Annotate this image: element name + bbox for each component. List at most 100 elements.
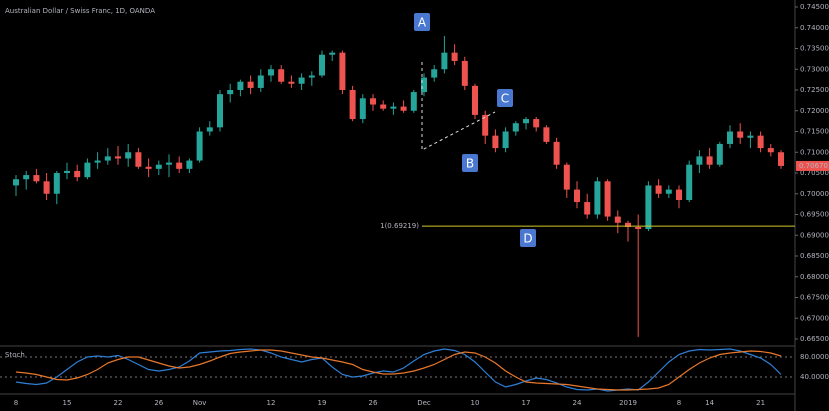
candle-body — [747, 135, 754, 138]
stoch-line — [15, 348, 782, 392]
x-tick-label: 12 — [267, 399, 276, 407]
x-tick-label: 2019 — [619, 399, 637, 407]
candle-body — [390, 106, 397, 109]
candle-body — [441, 52, 448, 70]
candle-body — [492, 135, 499, 149]
candle-body — [655, 185, 662, 194]
candle-body — [125, 152, 132, 159]
y-tick-label: 0.74000 — [800, 24, 829, 32]
annotation-box — [497, 89, 513, 107]
x-tick-label: Nov — [193, 399, 207, 407]
y-tick-label: 0.67000 — [800, 314, 829, 322]
candle-body — [370, 98, 376, 105]
candle-body — [339, 52, 346, 90]
x-tick-label: 17 — [522, 399, 531, 407]
candle-body — [247, 81, 254, 88]
x-tick-label: Dec — [417, 399, 431, 407]
candle-body — [145, 166, 152, 169]
candle-body — [696, 156, 703, 165]
candle-body — [227, 90, 234, 95]
candle-body — [727, 131, 733, 144]
candle-body — [319, 54, 325, 76]
x-tick-label: 10 — [471, 399, 480, 407]
level-label: 1(0.69219) — [380, 222, 419, 230]
candle-body — [380, 104, 387, 109]
candle-body — [676, 189, 682, 200]
last-price-tag — [796, 160, 829, 171]
candle-body — [767, 148, 774, 153]
candle-body — [716, 143, 723, 165]
candle-body — [574, 189, 580, 203]
candle-body — [43, 181, 50, 194]
candle-body — [176, 162, 183, 169]
candle-body — [594, 181, 601, 215]
candle-body — [482, 114, 489, 136]
candle-body — [523, 119, 529, 124]
candle-body — [268, 69, 274, 76]
candle-body — [13, 179, 19, 186]
y-tick-label: 0.70000 — [800, 190, 829, 198]
annotation-label: B — [466, 157, 474, 171]
y-tick-label: 0.73500 — [800, 45, 829, 53]
annotation-label: D — [523, 232, 532, 246]
x-tick-label: 26 — [154, 399, 163, 407]
stoch-line — [15, 349, 782, 391]
x-tick-label: 15 — [63, 399, 72, 407]
x-tick-label: 8 — [677, 399, 681, 407]
y-tick-label: 40.0000 — [800, 373, 829, 381]
candle-body — [778, 152, 784, 166]
x-tick-label: 21 — [756, 399, 765, 407]
chart-title: Australian Dollar / Swiss Franc, 1D, OAN… — [5, 7, 155, 15]
annotation-box — [414, 13, 430, 31]
candle-body — [665, 189, 672, 194]
stoch-title: Stoch — [5, 351, 25, 359]
x-tick-label: 24 — [573, 399, 582, 407]
y-tick-label: 0.71500 — [800, 128, 829, 136]
x-tick-label: 8 — [14, 399, 18, 407]
y-tick-label: 0.68500 — [800, 252, 829, 260]
candle-body — [431, 69, 438, 78]
y-tick-label: 0.72000 — [800, 107, 829, 115]
candle-body — [33, 175, 40, 182]
candle-body — [543, 127, 550, 142]
candle-body — [706, 156, 713, 165]
candle-body — [410, 92, 417, 111]
candle-body — [288, 81, 295, 84]
candle-body — [421, 77, 427, 93]
candle-body — [472, 85, 478, 115]
candle-body — [584, 202, 591, 215]
candle-body — [23, 175, 30, 180]
candle-body — [84, 162, 91, 178]
y-tick-label: 0.71000 — [800, 148, 829, 156]
candle-body — [349, 90, 356, 120]
y-tick-label: 0.73000 — [800, 65, 829, 73]
candle-body — [329, 52, 336, 55]
y-tick-label: 0.74500 — [800, 3, 829, 11]
candle-body — [400, 106, 407, 111]
candle-body — [64, 170, 70, 173]
y-tick-label: 0.67500 — [800, 294, 829, 302]
candle-body — [635, 226, 642, 230]
y-tick-label: 0.68000 — [800, 273, 829, 281]
candle-body — [757, 135, 764, 149]
candle-body — [359, 98, 366, 120]
candle-body — [217, 94, 223, 128]
y-tick-label: 0.72500 — [800, 86, 829, 94]
candle-body — [308, 75, 315, 78]
candle-body — [553, 141, 560, 165]
annotation-label: C — [501, 92, 509, 106]
annotation-box — [520, 229, 536, 247]
candle-body — [737, 131, 744, 138]
candle-body — [94, 160, 101, 163]
y-tick-label: 0.70500 — [800, 169, 829, 177]
candle-body — [298, 77, 305, 84]
y-tick-label: 0.66500 — [800, 335, 829, 343]
candle-body — [196, 131, 203, 161]
candle-body — [166, 162, 172, 165]
x-tick-label: 14 — [705, 399, 714, 407]
candle-body — [257, 75, 264, 88]
candle-body — [237, 81, 244, 90]
candle-body — [625, 222, 631, 227]
candle-body — [461, 60, 468, 86]
